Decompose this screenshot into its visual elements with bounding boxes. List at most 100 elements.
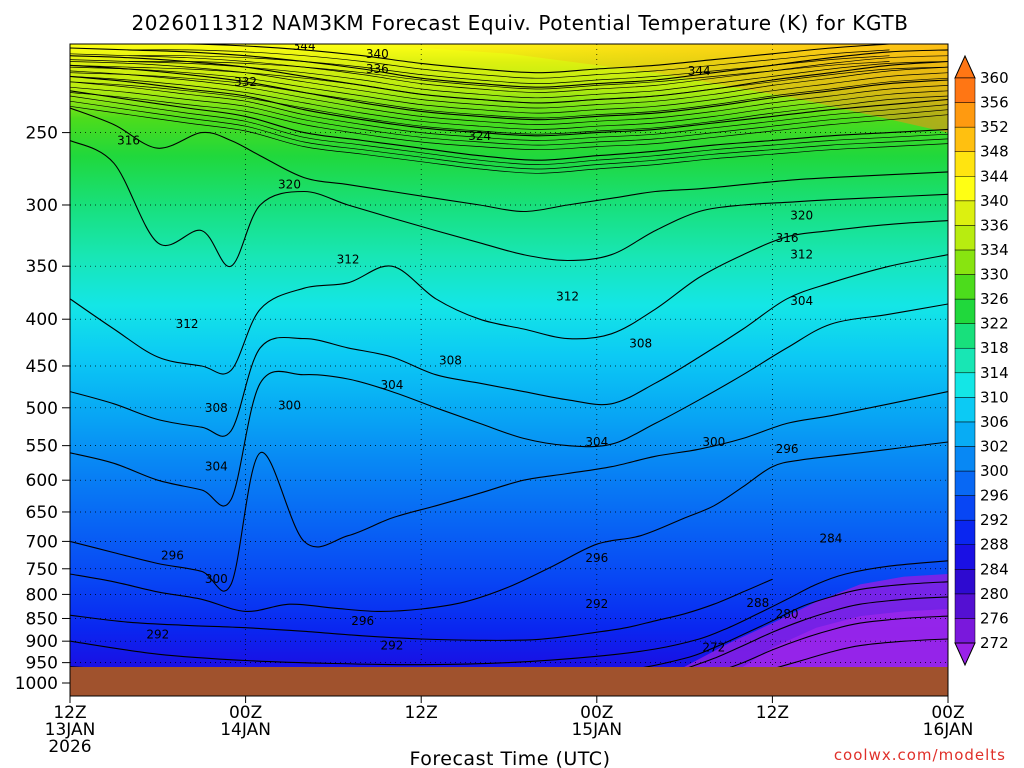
- contour-280: [688, 596, 948, 667]
- x-tick-label: 14JAN: [220, 720, 271, 740]
- y-tick-label: 400: [26, 310, 58, 330]
- y-tick-label: 500: [26, 399, 58, 419]
- contour-label: 344: [293, 39, 316, 53]
- colorbar-label: 352: [980, 118, 1009, 136]
- y-tick-label: 750: [26, 560, 58, 580]
- contour-label: 304: [585, 435, 608, 449]
- warm-upper-region: [362, 44, 948, 133]
- colorbar-label: 288: [980, 536, 1009, 554]
- y-tick-label: 1000: [15, 674, 58, 694]
- contour-label: 312: [337, 252, 360, 266]
- plot-border: [69, 43, 949, 697]
- x-tick-label: 00Z: [931, 703, 964, 723]
- colorbar-label: 280: [980, 585, 1009, 603]
- colorbar-segment: [954, 544, 976, 570]
- contour-label: 292: [146, 627, 169, 641]
- contour-label: 308: [629, 336, 652, 350]
- y-axis: 250 300 350 400 450 500 550 600 650 700 750 800 850 9…: [15, 124, 70, 694]
- contour-label: 308: [439, 354, 462, 368]
- contour-284: [70, 581, 948, 667]
- contour-label: 300: [278, 398, 301, 412]
- y-tick-label: 800: [26, 585, 58, 605]
- contour-label: 304: [380, 378, 403, 392]
- colorbar-label: 276: [980, 609, 1009, 627]
- colorbar-segment: [954, 274, 976, 300]
- colorbar-label: 322: [980, 315, 1009, 333]
- colorbar-label: 302: [980, 437, 1009, 455]
- colorbar-segment: [954, 421, 976, 447]
- colorbar-segment: [954, 470, 976, 496]
- contour-296: [70, 441, 948, 612]
- colorbar-label: 330: [980, 266, 1009, 284]
- y-tick-label: 850: [26, 609, 58, 629]
- contour-272: [777, 638, 948, 667]
- colorbar-segment: [954, 347, 976, 374]
- contour-276: [729, 615, 948, 667]
- colorbar-extend-top: [954, 54, 976, 79]
- contour-label: 312: [176, 317, 199, 331]
- colorbar-segment: [954, 176, 976, 202]
- colorbar-segment: [954, 446, 976, 472]
- chart-title: 2026011312 NAM3KM Forecast Equiv. Potent…: [131, 11, 908, 35]
- colorbar-label: 334: [980, 241, 1009, 259]
- x-tick-label: 12Z: [53, 703, 86, 723]
- colorbar-segment: [954, 569, 976, 595]
- colorbar-label: 348: [980, 143, 1009, 161]
- contour-minor: [70, 61, 948, 109]
- contour-minor: [70, 81, 948, 141]
- contour-minor: [70, 66, 948, 114]
- contour-304: [70, 303, 948, 507]
- colorbar-label: 306: [980, 413, 1009, 431]
- colorbar-segment: [954, 519, 976, 545]
- y-tick-label: 950: [26, 654, 58, 674]
- colorbar-segment: [954, 102, 976, 128]
- contour-288: [70, 560, 948, 666]
- y-tick-label: 700: [26, 532, 58, 552]
- y-tick-label: 600: [26, 471, 58, 491]
- y-tick-label: 250: [26, 124, 58, 144]
- contour-label: 312: [790, 248, 813, 262]
- contour-label: 324: [468, 129, 491, 143]
- contour-label: 320: [278, 178, 301, 192]
- contour-label: 304: [790, 294, 813, 308]
- colorbar-segment: [954, 225, 976, 251]
- colorbar-segment: [954, 200, 976, 226]
- colorbar-segment: [954, 126, 976, 152]
- x-tick-label: 13JAN: [45, 720, 96, 740]
- colorbar-label: 272: [980, 634, 1009, 652]
- contour-label: 272: [702, 641, 725, 655]
- contour-label: 336: [366, 62, 389, 76]
- contour-minor: [70, 81, 948, 135]
- contour-328: [70, 75, 948, 137]
- contour-label: 344: [688, 64, 711, 78]
- colorbar-label: 292: [980, 511, 1009, 529]
- contour-344: [128, 44, 890, 74]
- colorbar: 272 276 280 284 288 292 296 300 302 306 310 314 318 3…: [954, 54, 1009, 667]
- y-tick-label: 450: [26, 357, 58, 377]
- x-tick-label: 12Z: [756, 703, 789, 723]
- x-tick-label: 16JAN: [923, 720, 974, 740]
- colorbar-label: 356: [980, 94, 1009, 112]
- contour-minor: [70, 59, 948, 99]
- contour-312: [70, 220, 948, 375]
- colorbar-segment: [954, 397, 976, 423]
- contour-label: 312: [556, 290, 579, 304]
- colorbar-label: 318: [980, 339, 1009, 357]
- colorbar-label: 310: [980, 388, 1009, 406]
- contour-label: 304: [205, 460, 228, 474]
- x-tick-label: 15JAN: [571, 720, 622, 740]
- colorbar-label: 300: [980, 462, 1009, 480]
- contour-minor: [128, 49, 890, 79]
- contour-label: 292: [380, 639, 403, 653]
- colorbar-label: 340: [980, 192, 1009, 210]
- contour-label: 296: [776, 442, 799, 456]
- contour-minor: [128, 55, 890, 84]
- x-axis-title: Forecast Time (UTC): [410, 748, 611, 768]
- contour-minor: [70, 95, 948, 165]
- contour-320: [70, 107, 948, 213]
- contour-minor: [70, 86, 948, 146]
